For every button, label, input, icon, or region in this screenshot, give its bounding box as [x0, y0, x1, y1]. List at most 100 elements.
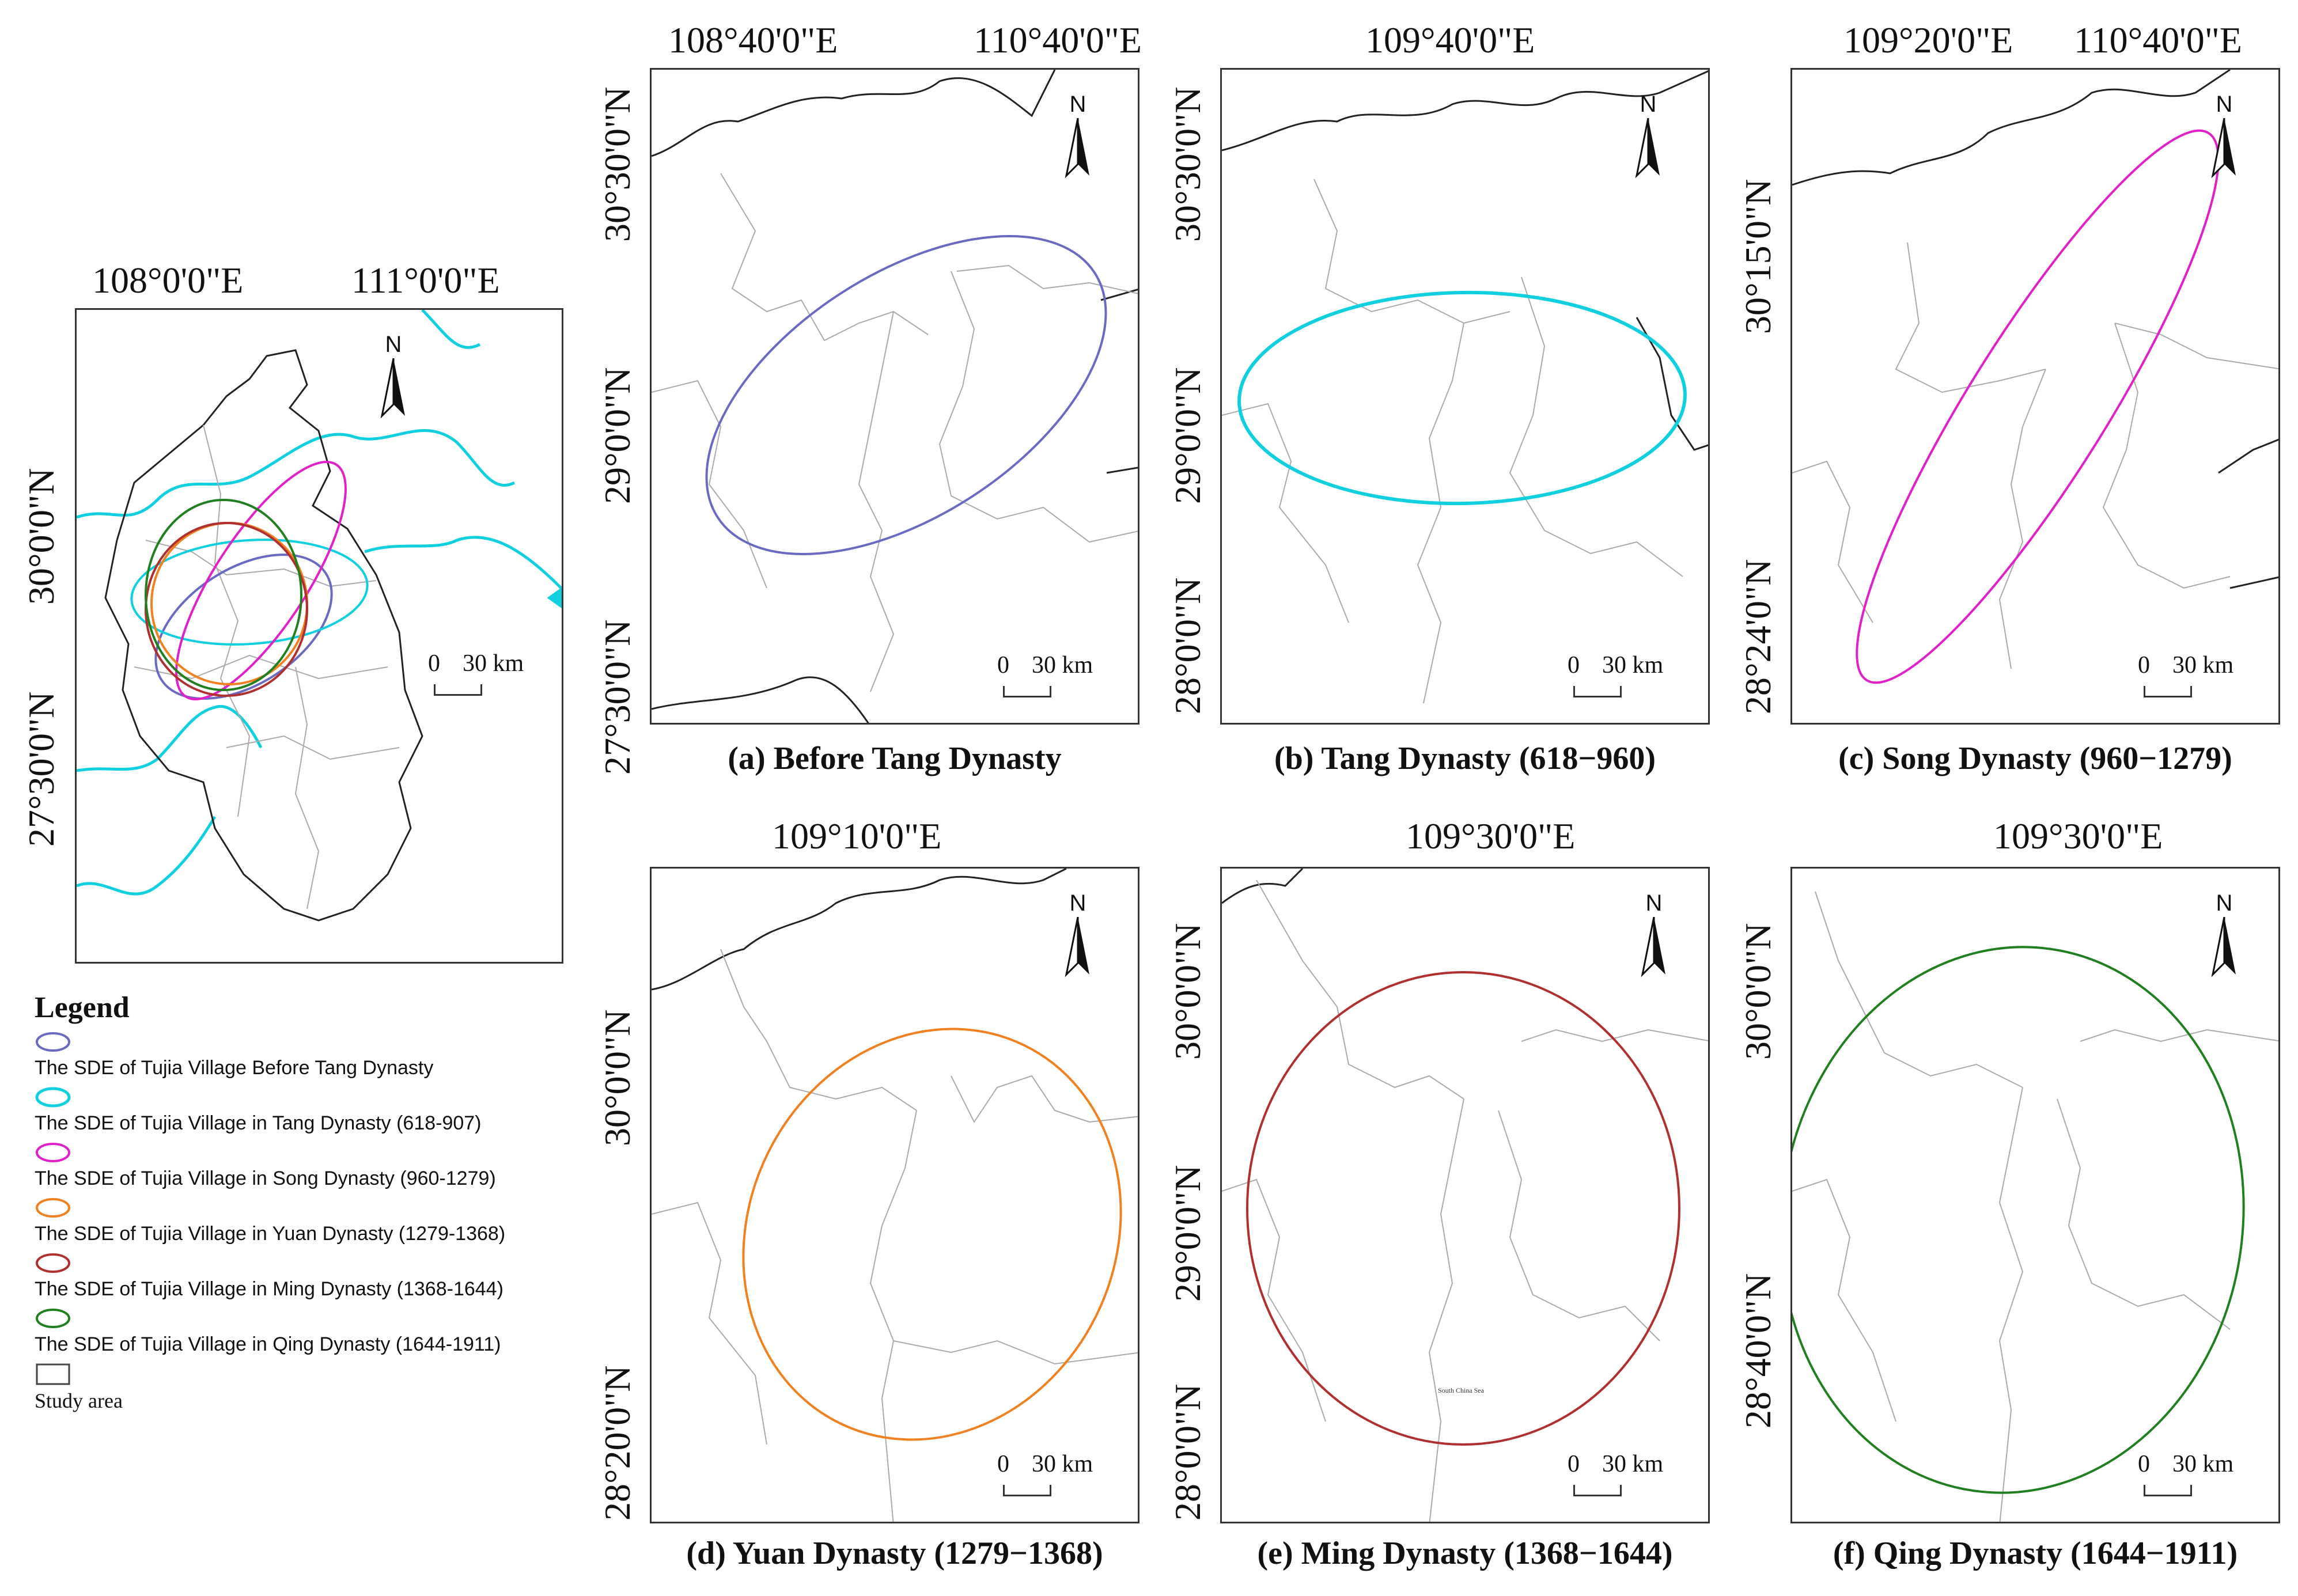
sde-ellipse	[1856, 129, 2220, 684]
scale-dist: 30 km	[463, 650, 524, 677]
panel-d-map	[652, 869, 1138, 1522]
legend-item: The SDE of Tujia Village in Ming Dynasty…	[35, 1252, 611, 1307]
overview-lon-label-2: 111°0'0"E	[351, 260, 500, 301]
panel-a-frame: N 0 30 km	[650, 68, 1139, 725]
river-line	[77, 705, 263, 772]
panel-c-lon-2: 110°40'0"E	[2074, 20, 2242, 60]
river-line	[547, 587, 562, 609]
panel-f-caption: (f) Qing Dynasty (1644−1911)	[1833, 1536, 2238, 1571]
legend-title: Legend	[35, 991, 130, 1024]
north-letter: N	[1069, 92, 1086, 117]
panel-f-lat-2: 28°40'0"N	[1737, 1273, 1778, 1428]
scale-zero: 0	[2138, 1451, 2150, 1477]
panel-a-lat-2: 29°0'0"N	[597, 367, 638, 504]
legend-study-area-label: Study area	[35, 1389, 123, 1412]
panel-c-map	[1792, 70, 2278, 684]
scale-zero: 0	[997, 652, 1009, 678]
legend-item-label: The SDE of Tujia Village Before Tang Dyn…	[35, 1057, 434, 1079]
river-line	[77, 816, 217, 896]
legend-item-label: The SDE of Tujia Village in Song Dynasty…	[35, 1167, 496, 1189]
legend-item-label: The SDE of Tujia Village in Qing Dynasty…	[35, 1333, 501, 1355]
panel-a-lat-1: 30°30'0"N	[597, 86, 638, 242]
panel-d-north-arrow: N	[1061, 892, 1095, 990]
panel-a-lon-1: 108°40'0"E	[668, 20, 838, 60]
scale-zero: 0	[997, 1451, 1009, 1477]
scale-zero: 0	[428, 650, 440, 677]
panel-e-caption: (e) Ming Dynasty (1368−1644)	[1257, 1536, 1673, 1571]
panel-c-lat-2: 28°24'0"N	[1737, 559, 1778, 714]
overview-frame: N 0 30 km	[75, 308, 563, 964]
panel-d-frame: N 0 30 km	[650, 867, 1139, 1523]
panel-b-map	[1222, 70, 1708, 704]
panel-a-lat-3: 27°30'0"N	[597, 619, 638, 775]
panel-b-caption: (b) Tang Dynasty (618−960)	[1274, 741, 1656, 776]
panel-b-lat-3: 28°0'0"N	[1167, 577, 1208, 714]
panel-a-caption: (a) Before Tang Dynasty	[728, 741, 1062, 776]
panel-c-lon-1: 109°20'0"E	[1843, 20, 2013, 60]
panel-e-scale-bar: 0 30 km	[1568, 1450, 1694, 1514]
overview-lat-label-1: 30°0'0"N	[21, 468, 62, 605]
panel-c-lat-1: 30°15'0"N	[1737, 179, 1778, 334]
north-letter: N	[2216, 890, 2233, 916]
river-line	[421, 310, 481, 349]
scale-dist: 30 km	[1032, 652, 1093, 678]
legend-item-label: The SDE of Tujia Village in Yuan Dynasty…	[35, 1223, 506, 1245]
panel-e-frame: South China Sea N 0 30 km	[1220, 867, 1710, 1523]
sde-ellipse	[1246, 971, 1680, 1446]
panel-b-north-arrow: N	[1631, 93, 1665, 191]
panel-a-north-arrow: N	[1061, 93, 1095, 191]
legend-item: The SDE of Tujia Village Before Tang Dyn…	[35, 1030, 611, 1086]
panel-e-north-arrow: N	[1637, 892, 1671, 990]
panel-c-north-arrow: N	[2207, 93, 2242, 191]
legend-item-label: The SDE of Tujia Village in Tang Dynasty…	[35, 1112, 482, 1134]
legend-item-label: The SDE of Tujia Village in Ming Dynasty…	[35, 1278, 503, 1300]
panel-d-scale-bar: 0 30 km	[997, 1450, 1124, 1514]
sde-ellipse	[1237, 290, 1687, 506]
sde-ellipse	[1792, 946, 2245, 1494]
north-letter: N	[1069, 890, 1086, 916]
scale-zero: 0	[1568, 1451, 1580, 1477]
overview-lon-label-1: 108°0'0"E	[92, 260, 244, 301]
legend: Legend The SDE of Tujia Village Before T…	[35, 991, 611, 1417]
overview-lat-label-2: 27°30'0"N	[21, 691, 62, 847]
panel-a-map	[652, 70, 1138, 723]
north-arrow-icon	[380, 358, 405, 419]
panel-e-lat-2: 29°0'0"N	[1167, 1165, 1208, 1302]
north-arrow-icon	[2211, 917, 2236, 977]
north-arrow-icon	[1635, 118, 1660, 179]
legend-item: The SDE of Tujia Village in Tang Dynasty…	[35, 1086, 611, 1141]
sde-qing	[145, 499, 302, 691]
scale-zero: 0	[2138, 652, 2150, 678]
north-letter: N	[1640, 92, 1657, 117]
river-line	[77, 429, 516, 519]
panel-a-lon-2: 110°40'0"E	[974, 20, 1142, 60]
sde-ellipse	[705, 235, 1107, 555]
north-letter: N	[1645, 890, 1663, 916]
panel-b-lat-1: 30°30'0"N	[1167, 86, 1208, 242]
scale-zero: 0	[1568, 652, 1580, 678]
panel-f-scale-bar: 0 30 km	[2138, 1450, 2265, 1514]
panel-b-scale-bar: 0 30 km	[1568, 651, 1694, 715]
scale-dist: 30 km	[2172, 652, 2234, 678]
north-arrow-icon	[1065, 118, 1089, 179]
panel-e-lat-3: 28°0'0"N	[1167, 1383, 1208, 1521]
sde-before-tang	[154, 554, 333, 700]
panel-c-frame: N 0 30 km	[1790, 68, 2280, 725]
panel-d-lat-2: 28°20'0"N	[597, 1365, 638, 1521]
north-arrow-icon	[2211, 118, 2236, 179]
panel-a-scale-bar: 0 30 km	[997, 651, 1124, 715]
legend-item: The SDE of Tujia Village in Qing Dynasty…	[35, 1307, 611, 1362]
panel-f-map	[1792, 891, 2278, 1522]
river-line	[364, 536, 562, 591]
north-letter: N	[2216, 92, 2233, 117]
sde-ellipse	[742, 1028, 1122, 1441]
panel-b-lon-1: 109°40'0"E	[1365, 20, 1535, 60]
panel-f-north-arrow: N	[2207, 892, 2242, 990]
scale-dist: 30 km	[1602, 652, 1664, 678]
legend-item: The SDE of Tujia Village in Yuan Dynasty…	[35, 1196, 611, 1252]
panel-e-lon-1: 109°30'0"E	[1406, 816, 1576, 856]
sde-tang	[130, 539, 369, 646]
panel-c-caption: (c) Song Dynasty (960−1279)	[1838, 741, 2232, 776]
panel-f-lon-1: 109°30'0"E	[1993, 816, 2163, 856]
panel-e-map: South China Sea	[1222, 869, 1708, 1522]
